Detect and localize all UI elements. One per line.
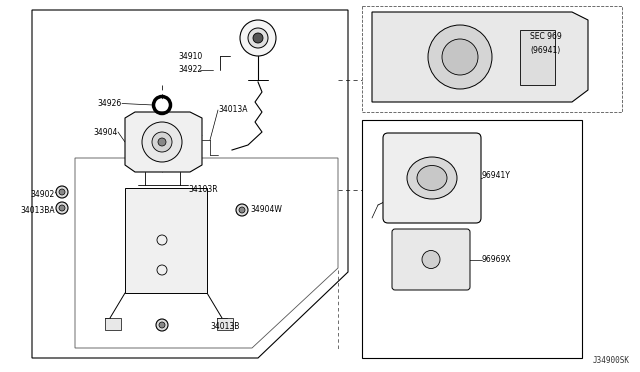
Text: 34904: 34904 (93, 128, 118, 137)
Circle shape (428, 25, 492, 89)
Text: (96941): (96941) (530, 46, 560, 55)
Circle shape (239, 207, 245, 213)
Polygon shape (372, 12, 588, 102)
Circle shape (253, 33, 263, 43)
Bar (125, 188, 207, 293)
Circle shape (142, 122, 182, 162)
Circle shape (159, 322, 165, 328)
Text: 34902: 34902 (31, 190, 55, 199)
Circle shape (59, 189, 65, 195)
FancyBboxPatch shape (392, 229, 470, 290)
Text: SEC 969: SEC 969 (530, 32, 562, 41)
Bar (520, 30, 555, 85)
Polygon shape (125, 112, 202, 172)
Bar (362, 120, 582, 358)
Text: 34013BA: 34013BA (20, 206, 55, 215)
Circle shape (422, 250, 440, 269)
Circle shape (56, 186, 68, 198)
Circle shape (158, 138, 166, 146)
Circle shape (240, 20, 276, 56)
Text: 34904W: 34904W (250, 205, 282, 214)
Text: 34922: 34922 (178, 65, 202, 74)
Ellipse shape (417, 166, 447, 190)
Circle shape (248, 28, 268, 48)
Circle shape (59, 205, 65, 211)
Bar (217, 318, 233, 330)
Text: 34013A: 34013A (218, 105, 248, 114)
Circle shape (156, 319, 168, 331)
Text: 34103R: 34103R (188, 185, 218, 194)
Text: J34900SK: J34900SK (593, 356, 630, 365)
Text: 96969X: 96969X (482, 254, 511, 263)
Bar (105, 318, 121, 330)
Circle shape (152, 132, 172, 152)
Circle shape (236, 204, 248, 216)
Text: 96941Y: 96941Y (482, 170, 511, 180)
FancyBboxPatch shape (383, 133, 481, 223)
Ellipse shape (407, 157, 457, 199)
Text: 34926: 34926 (98, 99, 122, 108)
Text: 34013B: 34013B (210, 322, 239, 331)
Circle shape (442, 39, 478, 75)
Circle shape (56, 202, 68, 214)
Text: 34910: 34910 (178, 52, 202, 61)
